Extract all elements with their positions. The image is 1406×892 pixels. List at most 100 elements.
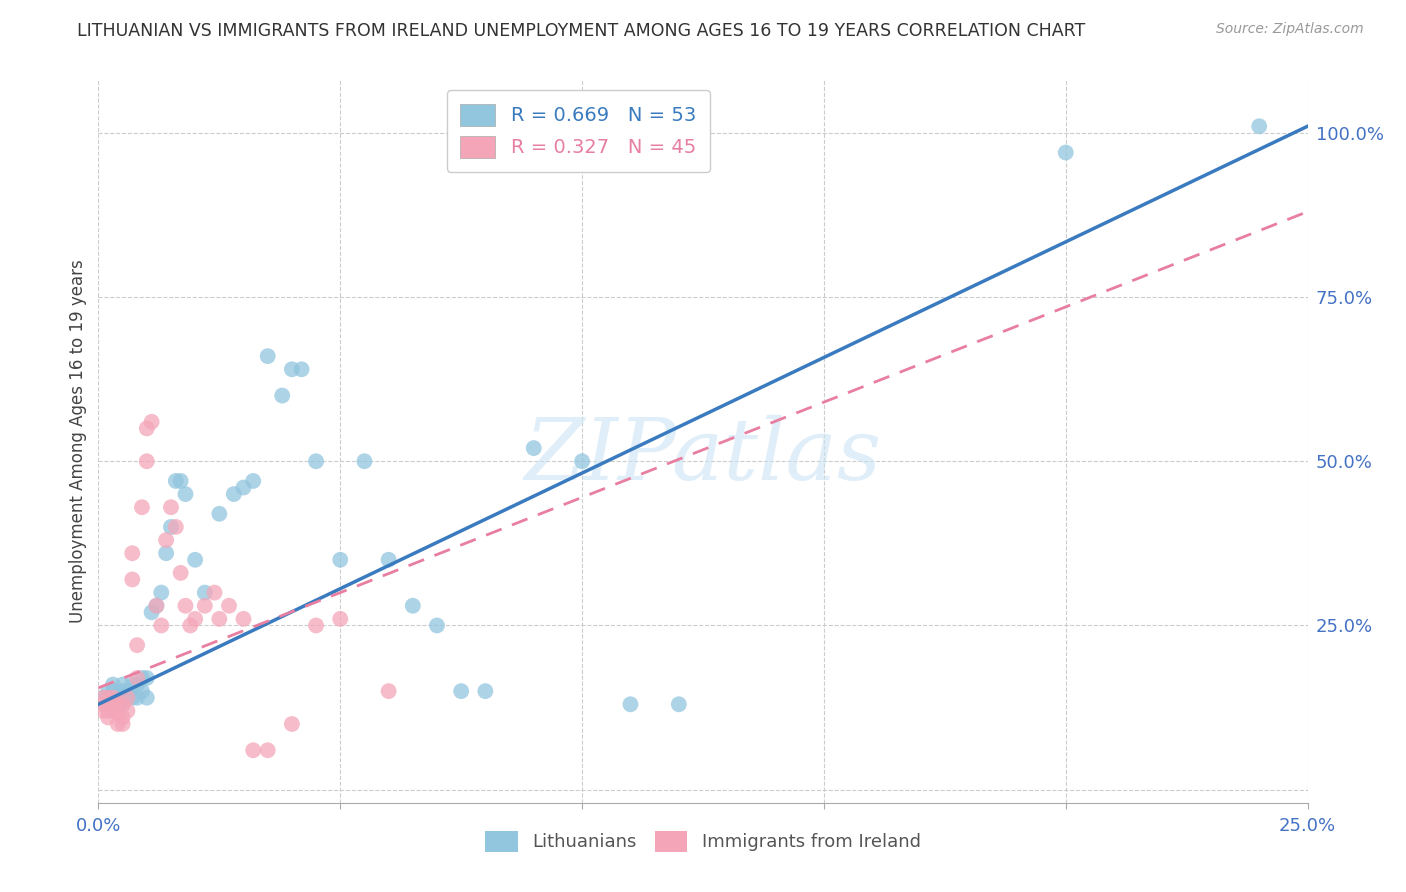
Legend: Lithuanians, Immigrants from Ireland: Lithuanians, Immigrants from Ireland	[478, 823, 928, 859]
Point	[329, 612, 352, 626]
Point	[377, 684, 399, 698]
Point	[450, 684, 472, 698]
Point	[107, 704, 129, 718]
Point	[184, 553, 207, 567]
Point	[184, 612, 207, 626]
Point	[131, 684, 153, 698]
Point	[169, 566, 191, 580]
Point	[571, 454, 593, 468]
Point	[97, 690, 120, 705]
Point	[174, 487, 197, 501]
Point	[165, 520, 187, 534]
Point	[194, 599, 217, 613]
Point	[117, 690, 139, 705]
Point	[131, 671, 153, 685]
Point	[117, 690, 139, 705]
Point	[232, 481, 254, 495]
Point	[127, 690, 149, 705]
Point	[131, 500, 153, 515]
Point	[101, 698, 124, 712]
Point	[174, 599, 197, 613]
Point	[305, 454, 328, 468]
Point	[222, 487, 245, 501]
Point	[127, 638, 149, 652]
Point	[179, 618, 201, 632]
Point	[141, 605, 163, 619]
Point	[111, 717, 134, 731]
Point	[256, 349, 278, 363]
Point	[111, 677, 134, 691]
Point	[281, 362, 304, 376]
Point	[97, 690, 120, 705]
Point	[121, 573, 143, 587]
Point	[97, 704, 120, 718]
Point	[91, 698, 114, 712]
Point	[145, 599, 167, 613]
Text: ZIPatlas: ZIPatlas	[524, 415, 882, 498]
Point	[101, 677, 124, 691]
Point	[101, 690, 124, 705]
Point	[107, 690, 129, 705]
Y-axis label: Unemployment Among Ages 16 to 19 years: Unemployment Among Ages 16 to 19 years	[69, 260, 87, 624]
Point	[619, 698, 641, 712]
Point	[169, 474, 191, 488]
Point	[101, 684, 124, 698]
Point	[127, 671, 149, 685]
Point	[204, 585, 226, 599]
Point	[218, 599, 240, 613]
Point	[107, 717, 129, 731]
Point	[155, 533, 177, 547]
Point	[135, 671, 157, 685]
Point	[111, 698, 134, 712]
Point	[194, 585, 217, 599]
Point	[155, 546, 177, 560]
Point	[121, 546, 143, 560]
Point	[290, 362, 312, 376]
Point	[91, 690, 114, 705]
Point	[305, 618, 328, 632]
Point	[474, 684, 496, 698]
Point	[107, 698, 129, 712]
Text: LITHUANIAN VS IMMIGRANTS FROM IRELAND UNEMPLOYMENT AMONG AGES 16 TO 19 YEARS COR: LITHUANIAN VS IMMIGRANTS FROM IRELAND UN…	[77, 22, 1085, 40]
Point	[121, 677, 143, 691]
Point	[135, 454, 157, 468]
Point	[160, 520, 183, 534]
Point	[402, 599, 425, 613]
Point	[160, 500, 183, 515]
Point	[111, 710, 134, 724]
Point	[208, 507, 231, 521]
Point	[668, 698, 690, 712]
Point	[111, 698, 134, 712]
Point	[145, 599, 167, 613]
Point	[242, 743, 264, 757]
Point	[121, 690, 143, 705]
Point	[281, 717, 304, 731]
Point	[135, 690, 157, 705]
Point	[1249, 120, 1271, 134]
Point	[135, 421, 157, 435]
Point	[117, 704, 139, 718]
Point	[117, 684, 139, 698]
Point	[377, 553, 399, 567]
Point	[150, 585, 173, 599]
Point	[127, 677, 149, 691]
Point	[101, 698, 124, 712]
Point	[101, 704, 124, 718]
Point	[329, 553, 352, 567]
Point	[426, 618, 449, 632]
Point	[523, 441, 546, 455]
Point	[91, 690, 114, 705]
Point	[150, 618, 173, 632]
Point	[97, 684, 120, 698]
Point	[111, 684, 134, 698]
Point	[256, 743, 278, 757]
Point	[208, 612, 231, 626]
Point	[97, 710, 120, 724]
Point	[91, 704, 114, 718]
Point	[353, 454, 375, 468]
Point	[232, 612, 254, 626]
Point	[1054, 145, 1077, 160]
Point	[165, 474, 187, 488]
Point	[271, 388, 294, 402]
Point	[242, 474, 264, 488]
